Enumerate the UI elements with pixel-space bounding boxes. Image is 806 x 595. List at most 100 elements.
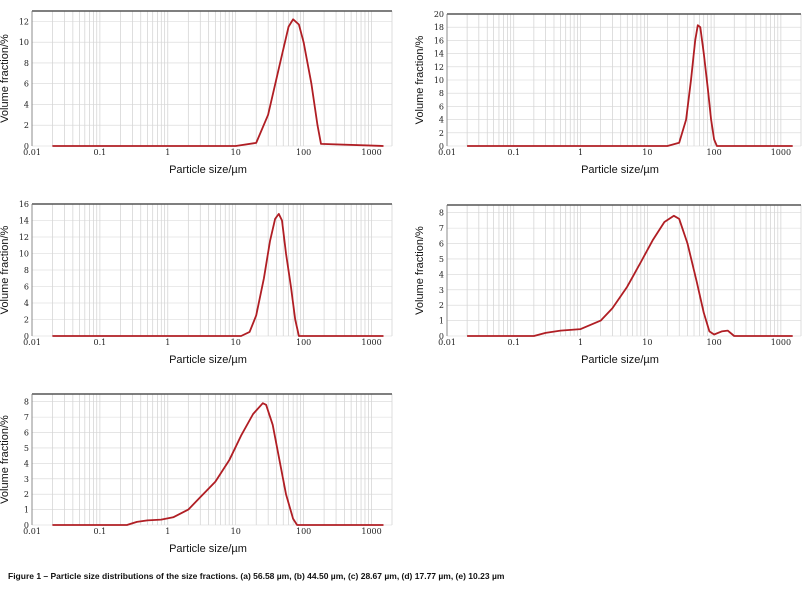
y-tick-label: 4 <box>24 100 29 109</box>
y-tick-label: 0 <box>439 332 444 341</box>
y-tick-label: 8 <box>24 266 29 275</box>
y-tick-label: 7 <box>439 224 444 233</box>
distribution-curve <box>52 402 384 526</box>
x-tick-label: 0.01 <box>438 338 456 347</box>
x-tick-label: 1 <box>165 527 170 536</box>
y-tick-label: 8 <box>439 209 444 218</box>
x-tick-label: 1000 <box>361 148 381 157</box>
x-axis-label: Particle size/µm <box>169 164 247 176</box>
y-tick-label: 1 <box>439 317 444 326</box>
x-tick-label: 10 <box>642 338 652 347</box>
chart-b-grid <box>446 13 802 147</box>
x-tick-label: 100 <box>706 148 721 157</box>
chart-a: 0 2 4 6 8 10 12 0.01 0.1 1 10 100 1000 Particle size/… <box>0 10 393 176</box>
y-tick-label: 2 <box>439 129 444 138</box>
y-tick-label: 0 <box>24 332 29 341</box>
y-tick-label: 0 <box>24 521 29 530</box>
y-tick-label: 10 <box>19 250 29 259</box>
figure-caption: Figure 1 – Particle size distributions o… <box>8 571 505 581</box>
y-tick-label: 4 <box>24 459 29 468</box>
chart-b-points <box>467 25 794 147</box>
chart-e-points <box>52 403 384 526</box>
x-tick-label: 1000 <box>771 338 791 347</box>
x-axis-label: Particle size/µm <box>169 543 247 555</box>
x-tick-label: 1 <box>165 338 170 347</box>
y-tick-label: 1 <box>24 506 29 515</box>
distribution-curve <box>467 24 793 147</box>
x-tick-label: 100 <box>706 338 721 347</box>
y-tick-label: 2 <box>24 316 29 325</box>
x-tick-label: 0.01 <box>23 527 41 536</box>
x-tick-label: 0.01 <box>438 148 456 157</box>
y-tick-label: 3 <box>24 475 29 484</box>
x-tick-label: 1000 <box>361 527 381 536</box>
x-tick-label: 10 <box>231 527 241 536</box>
x-tick-label: 100 <box>296 148 311 157</box>
y-tick-label: 0 <box>24 142 29 151</box>
y-tick-label: 14 <box>434 50 444 59</box>
y-tick-label: 2 <box>439 301 444 310</box>
chart-a-points <box>52 19 384 147</box>
chart-d-points <box>467 215 794 336</box>
x-tick-label: 0.01 <box>23 338 41 347</box>
y-tick-label: 10 <box>434 76 444 85</box>
y-axis-label: Volume fraction/% <box>414 226 426 315</box>
chart-a-grid <box>31 11 393 147</box>
y-tick-label: 7 <box>24 413 29 422</box>
x-axis-label: Particle size/µm <box>581 164 659 176</box>
chart-c-points <box>52 213 384 336</box>
y-tick-label: 6 <box>24 429 29 438</box>
y-tick-label: 6 <box>24 80 29 89</box>
chart-d-grid <box>446 205 802 337</box>
y-tick-label: 12 <box>19 233 29 242</box>
distribution-curve <box>52 213 384 337</box>
y-tick-label: 6 <box>439 102 444 111</box>
y-tick-label: 4 <box>24 299 29 308</box>
y-axis-label: Volume fraction/% <box>0 415 11 504</box>
y-tick-label: 10 <box>19 38 29 47</box>
y-tick-label: 2 <box>24 490 29 499</box>
chart-c-grid <box>31 203 393 337</box>
x-tick-label: 0.1 <box>507 338 520 347</box>
x-axis-label: Particle size/µm <box>169 354 247 366</box>
y-axis-label: Volume fraction/% <box>0 34 11 123</box>
chart-e-grid <box>31 394 393 526</box>
y-tick-label: 8 <box>24 59 29 68</box>
y-tick-label: 14 <box>19 217 29 226</box>
y-tick-label: 5 <box>439 255 444 264</box>
y-tick-label: 18 <box>434 23 444 32</box>
distribution-curve <box>52 18 384 147</box>
chart-b: 0 2 4 6 8 10 12 14 16 18 20 0.01 0.1 1 10 100 1000 Partic… <box>414 10 802 176</box>
y-tick-label: 16 <box>19 200 29 209</box>
x-tick-label: 10 <box>642 148 652 157</box>
x-tick-label: 0.01 <box>23 148 41 157</box>
x-tick-label: 10 <box>231 338 241 347</box>
y-tick-label: 8 <box>24 398 29 407</box>
x-axis-label: Particle size/µm <box>581 354 659 366</box>
chart-d: 0 1 2 3 4 5 6 7 8 0.01 0.1 1 10 100 1000 Particle size/… <box>414 204 802 366</box>
y-tick-label: 6 <box>439 240 444 249</box>
y-tick-label: 12 <box>19 17 29 26</box>
y-tick-label: 4 <box>439 270 444 279</box>
y-tick-label: 8 <box>439 89 444 98</box>
y-tick-label: 20 <box>434 10 444 19</box>
x-tick-label: 0.1 <box>94 148 107 157</box>
x-tick-label: 0.1 <box>507 148 520 157</box>
x-tick-label: 1 <box>165 148 170 157</box>
x-tick-label: 1 <box>578 148 583 157</box>
x-tick-label: 1000 <box>771 148 791 157</box>
distribution-curve <box>467 214 793 337</box>
y-axis-label: Volume fraction/% <box>414 35 426 124</box>
y-axis-label: Volume fraction/% <box>0 225 11 314</box>
y-tick-label: 0 <box>439 142 444 151</box>
y-tick-label: 16 <box>434 36 444 45</box>
y-tick-label: 12 <box>434 63 444 72</box>
x-tick-label: 1000 <box>361 338 381 347</box>
y-tick-label: 5 <box>24 444 29 453</box>
y-tick-label: 6 <box>24 283 29 292</box>
x-tick-label: 0.1 <box>94 338 107 347</box>
y-tick-label: 2 <box>24 121 29 130</box>
x-tick-label: 10 <box>231 148 241 157</box>
